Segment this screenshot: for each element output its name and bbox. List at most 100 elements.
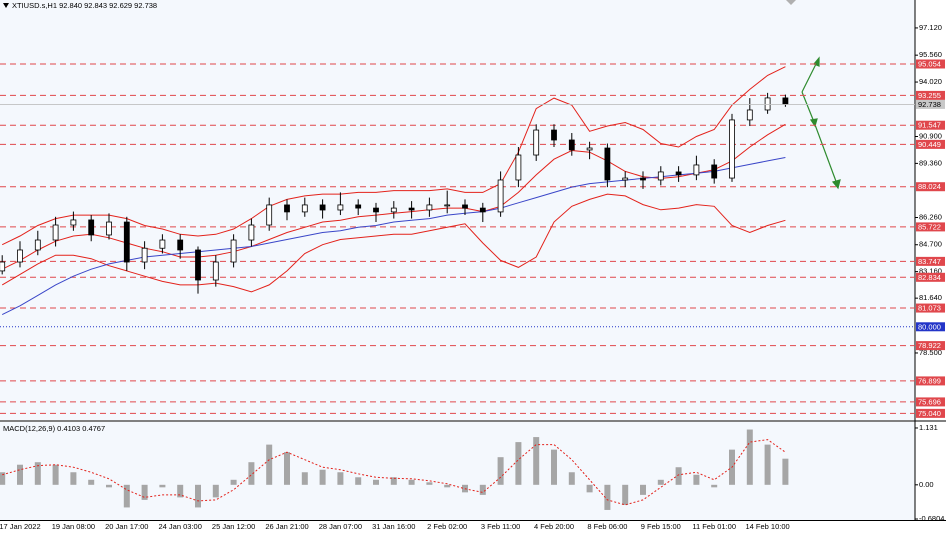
candle-body xyxy=(230,239,237,263)
candle-body xyxy=(675,171,682,176)
macd-bar xyxy=(586,484,593,493)
candle-body xyxy=(52,224,59,241)
candle-body xyxy=(444,204,451,207)
candle-body xyxy=(248,224,255,241)
candle-body xyxy=(586,147,593,151)
macd-bar xyxy=(479,484,486,495)
forecast-arrows xyxy=(801,56,841,190)
y-tick-label: 97.120 xyxy=(919,23,942,32)
macd-bar xyxy=(551,449,557,485)
price-label-text: 82.834 xyxy=(918,273,941,282)
macd-bar xyxy=(390,477,397,485)
macd-bar xyxy=(693,474,700,485)
macd-bar xyxy=(355,477,362,485)
price-label-text: 88.024 xyxy=(918,182,941,191)
macd-bar xyxy=(657,479,664,485)
price-label: 75.696 xyxy=(916,397,945,407)
price-label: 83.747 xyxy=(916,257,945,266)
time-label: 25 Jan 12:00 xyxy=(212,522,255,531)
macd-bar xyxy=(141,484,148,500)
price-label-text: 81.073 xyxy=(918,304,941,313)
macd-bar xyxy=(0,472,6,485)
y-tick-label: 95.560 xyxy=(919,50,942,59)
price-label-box xyxy=(916,120,945,130)
macd-bar xyxy=(533,437,540,485)
time-label: 31 Jan 16:00 xyxy=(372,522,415,531)
time-label: 24 Jan 03:00 xyxy=(159,522,202,531)
candle-body xyxy=(266,204,273,226)
candle-body xyxy=(533,129,540,156)
price-label: 92.738 xyxy=(916,100,945,109)
time-label: 17 Jan 2022 xyxy=(0,522,41,531)
macd-bar xyxy=(34,462,41,485)
menu-arrow[interactable] xyxy=(3,3,9,8)
price-label: 93.255 xyxy=(916,91,945,100)
price-label: 78.922 xyxy=(916,341,945,351)
candle-body xyxy=(693,164,700,176)
price-label-text: 91.547 xyxy=(918,121,941,130)
macd-bar xyxy=(88,479,95,485)
price-label-text: 90.449 xyxy=(918,140,941,149)
time-label: 2 Feb 02:00 xyxy=(427,522,467,531)
candle-body xyxy=(515,154,522,181)
y-tick-label: 78.500 xyxy=(919,348,942,357)
macd-bar xyxy=(230,479,237,485)
macd-bar xyxy=(284,452,290,485)
price-label: 95.054 xyxy=(916,59,945,69)
time-label: 8 Feb 06:00 xyxy=(587,522,627,531)
candle-body xyxy=(373,207,379,213)
macd-bar xyxy=(212,484,219,498)
macd-bar xyxy=(568,472,575,485)
time-label: 19 Jan 08:00 xyxy=(52,522,95,531)
time-label: 20 Jan 17:00 xyxy=(105,522,148,531)
time-label: 26 Jan 21:00 xyxy=(265,522,308,531)
candle-body xyxy=(408,207,415,211)
time-label: 3 Feb 11:00 xyxy=(481,522,520,531)
price-label-text: 75.040 xyxy=(918,409,941,418)
price-label: 75.040 xyxy=(916,409,945,418)
y-tick-label: 1.131 xyxy=(919,423,938,432)
price-label: 91.547 xyxy=(916,121,945,130)
macd-bar xyxy=(248,462,255,485)
macd-bar xyxy=(764,444,771,485)
candle-body xyxy=(746,109,753,121)
candle-body xyxy=(17,249,23,263)
macd-bar xyxy=(195,484,201,508)
macd-bar xyxy=(675,467,682,485)
candle-body xyxy=(390,207,397,213)
candle-body xyxy=(106,221,112,236)
price-label-box xyxy=(916,182,945,192)
macd-bar xyxy=(123,484,130,508)
candle-body xyxy=(426,204,433,211)
indicator-line xyxy=(1,193,786,293)
y-tick-label: 94.020 xyxy=(919,77,942,86)
macd-bar xyxy=(515,442,522,485)
macd-bar xyxy=(159,484,166,488)
candle-body xyxy=(123,221,130,263)
price-label: 80.000 xyxy=(916,322,945,332)
candle-body xyxy=(355,204,362,209)
candle-body xyxy=(301,204,308,213)
candle-body xyxy=(622,177,629,181)
price-label: 82.834 xyxy=(916,273,945,282)
macd-panel xyxy=(0,422,915,520)
candle-body xyxy=(551,129,557,141)
macd-bar xyxy=(106,484,112,488)
macd-bar xyxy=(604,484,611,510)
price-label-box xyxy=(916,341,945,351)
y-tick-label: 84.700 xyxy=(919,240,942,249)
candle-body xyxy=(782,97,789,105)
y-tick-label: 89.360 xyxy=(919,158,942,167)
macd-bar xyxy=(640,484,646,495)
price-label-box xyxy=(916,139,945,149)
time-label: 11 Feb 01:00 xyxy=(692,522,736,531)
price-label-text: 95.054 xyxy=(918,59,941,68)
macd-title: MACD(12,26,9) 0.4103 0.4767 xyxy=(3,424,105,433)
macd-bar xyxy=(622,484,629,505)
candle-body xyxy=(711,164,718,179)
price-label: 76.899 xyxy=(916,376,945,386)
price-label-box xyxy=(916,397,945,407)
price-label-text: 76.899 xyxy=(918,376,941,385)
signal-line xyxy=(2,439,786,506)
